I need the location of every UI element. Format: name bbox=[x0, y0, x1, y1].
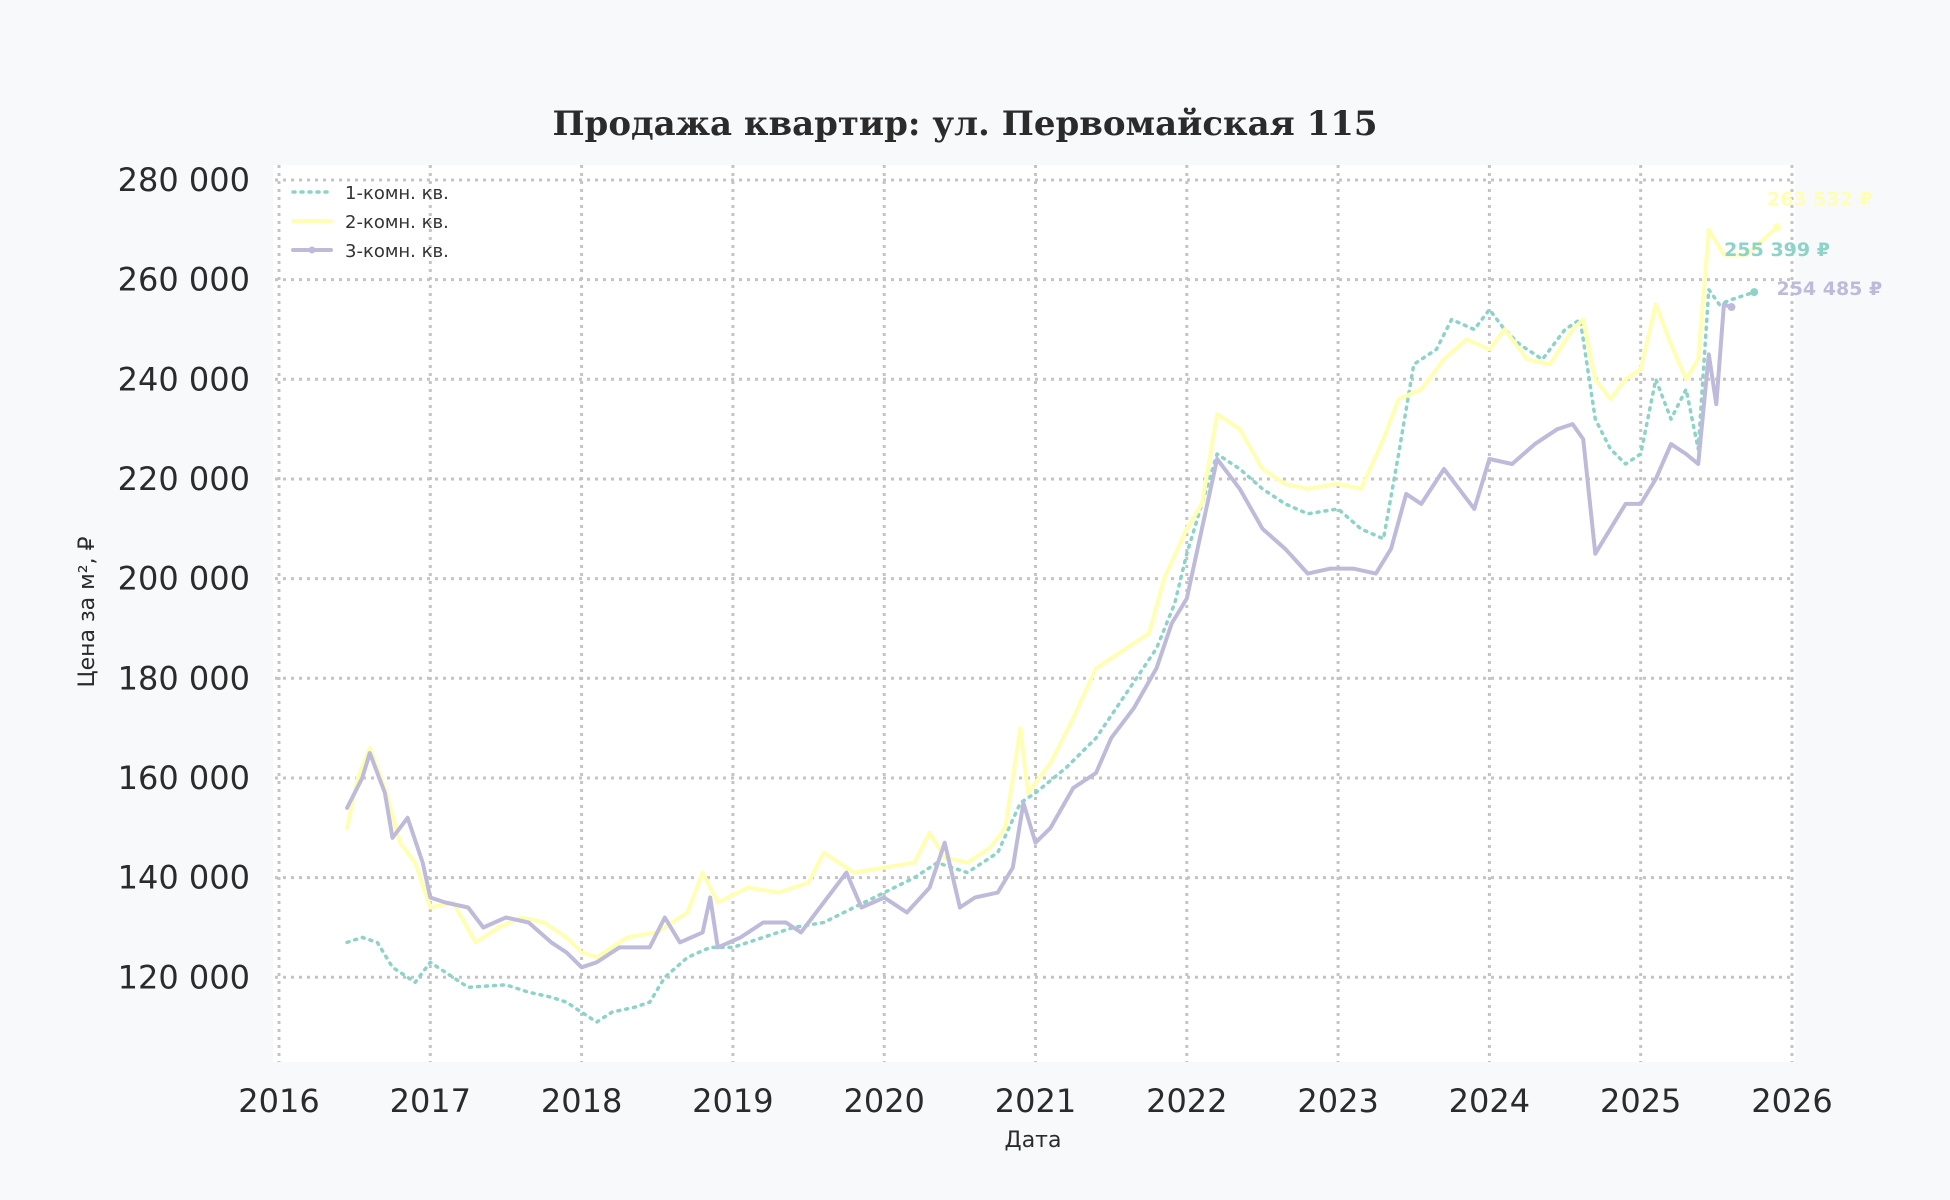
y-axis-ticks: 120 000 140 000 160 000 180 000 200 000 220 0… bbox=[118, 161, 250, 996]
legend-label: 1-комн. кв. bbox=[345, 183, 449, 204]
y-tick-label: 180 000 bbox=[118, 659, 250, 697]
series-end-point bbox=[1750, 288, 1759, 297]
x-tick-label: 2022 bbox=[1146, 1082, 1227, 1120]
x-tick-label: 2024 bbox=[1449, 1082, 1530, 1120]
x-tick-label: 2026 bbox=[1751, 1082, 1832, 1120]
legend: 1-комн. кв. 2-комн. кв. 3-комн. кв. bbox=[291, 183, 449, 262]
y-tick-label: 140 000 bbox=[118, 859, 250, 897]
y-tick-label: 200 000 bbox=[118, 560, 250, 598]
y-tick-label: 280 000 bbox=[118, 161, 250, 199]
series-line bbox=[345, 225, 1779, 960]
grid bbox=[275, 165, 1794, 1062]
legend-label: 2-комн. кв. bbox=[345, 212, 449, 233]
x-tick-label: 2020 bbox=[843, 1082, 924, 1120]
series-end-point bbox=[1772, 223, 1781, 232]
series-end-label: 263 532 ₽ bbox=[1767, 188, 1873, 210]
y-axis-label: Цена за м², ₽ bbox=[75, 536, 100, 687]
series-end-point bbox=[1727, 303, 1736, 312]
x-tick-label: 2016 bbox=[238, 1082, 319, 1120]
legend-marker bbox=[308, 246, 316, 254]
x-tick-label: 2017 bbox=[390, 1082, 471, 1120]
series-end-label: 255 399 ₽ bbox=[1724, 239, 1830, 261]
y-tick-label: 220 000 bbox=[118, 460, 250, 498]
series-end-label: 254 485 ₽ bbox=[1776, 278, 1882, 300]
x-tick-label: 2025 bbox=[1600, 1082, 1681, 1120]
chart-title: Продажа квартир: ул. Первомайская 115 bbox=[552, 104, 1377, 144]
x-tick-label: 2019 bbox=[692, 1082, 773, 1120]
x-tick-label: 2021 bbox=[995, 1082, 1076, 1120]
series-line bbox=[345, 287, 1756, 1024]
x-axis-ticks: 2016 2017 2018 2019 2020 2021 2022 2023 2024 2025… bbox=[238, 1082, 1832, 1120]
x-tick-label: 2023 bbox=[1297, 1082, 1378, 1120]
end-labels: 255 399 ₽ 263 532 ₽ 254 485 ₽ bbox=[1724, 188, 1882, 300]
x-axis-label: Дата bbox=[1005, 1128, 1062, 1153]
y-tick-label: 120 000 bbox=[118, 958, 250, 996]
series-line bbox=[345, 302, 1734, 970]
y-tick-label: 160 000 bbox=[118, 759, 250, 797]
y-tick-label: 260 000 bbox=[118, 261, 250, 299]
y-tick-label: 240 000 bbox=[118, 360, 250, 398]
series-lines bbox=[345, 223, 1781, 1024]
legend-label: 3-комн. кв. bbox=[345, 241, 449, 262]
x-tick-label: 2018 bbox=[541, 1082, 622, 1120]
